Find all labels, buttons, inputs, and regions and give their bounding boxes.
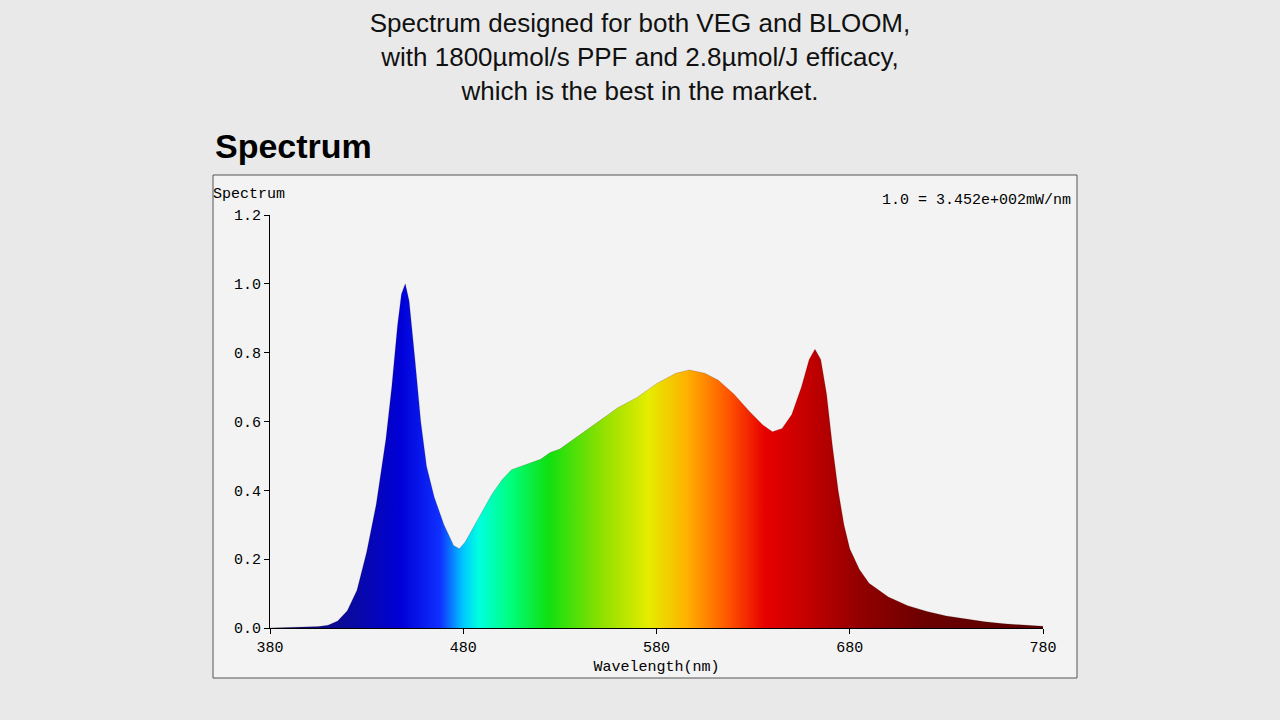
svg-text:0.6: 0.6 [234,415,261,432]
svg-text:1.0 = 3.452e+002mW/nm: 1.0 = 3.452e+002mW/nm [882,192,1071,209]
svg-text:0.2: 0.2 [234,552,261,569]
svg-text:1.2: 1.2 [234,208,261,225]
svg-text:380: 380 [256,640,283,657]
svg-text:480: 480 [450,640,477,657]
svg-text:Wavelength(nm): Wavelength(nm) [593,659,719,676]
svg-text:580: 580 [643,640,670,657]
svg-text:0.8: 0.8 [234,346,261,363]
svg-text:680: 680 [836,640,863,657]
svg-text:Spectrum designed for both VEG: Spectrum designed for both VEG and BLOOM… [370,8,911,106]
svg-text:Spectrum: Spectrum [213,186,285,203]
svg-text:0.0: 0.0 [234,621,261,638]
svg-text:1.0: 1.0 [234,277,261,294]
svg-text:780: 780 [1029,640,1056,657]
svg-text:Spectrum: Spectrum [215,127,372,165]
svg-text:0.4: 0.4 [234,484,261,501]
